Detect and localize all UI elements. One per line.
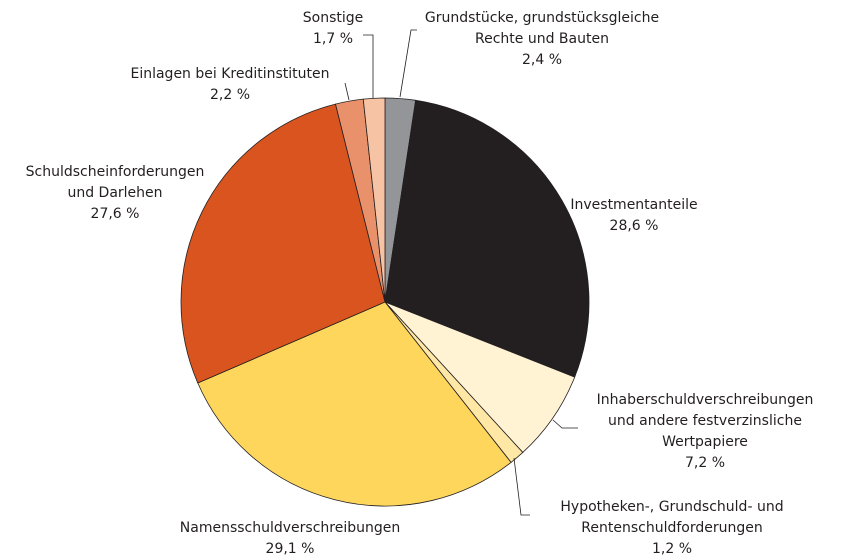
value-label: 1,2 % [652,541,692,557]
pie-slice [197,301,512,507]
leader-line [399,29,417,98]
value-label: 7,2 % [685,455,725,471]
leader-line [513,457,530,516]
slice-label: Sonstige [303,10,364,26]
slice-label: Hypotheken-, Grundschuld- und [560,499,783,515]
slice-label: Wertpapiere [662,434,748,450]
leader-line [363,34,374,98]
slice-label: Inhaberschuldverschreibungen [597,392,814,408]
leader-line [344,82,350,101]
slice-label: Rentenschuldforderungen [581,520,762,536]
pie-slice [180,103,386,384]
slice-label: Rechte und Bauten [475,31,609,47]
slice-label: Schuldscheinforderungen [26,164,205,180]
pie-slice [384,99,590,378]
value-label: 27,6 % [91,206,140,222]
value-label: 2,4 % [522,52,562,68]
slice-label: und Darlehen [67,185,162,201]
pie-slice [362,97,386,303]
value-label: 1,7 % [313,31,353,47]
value-label: 29,1 % [266,541,315,557]
slice-label: Grundstücke, grundstücksgleiche [425,10,659,26]
value-label: 2,2 % [210,87,250,103]
value-label: 28,6 % [610,218,659,234]
slice-label: Einlagen bei Kreditinstituten [130,66,329,82]
slice-label: Investmentanteile [570,197,697,213]
slice-label: Namensschuldverschreibungen [180,520,400,536]
leader-line [552,419,578,429]
slice-label: und andere festverzinsliche [608,413,802,429]
